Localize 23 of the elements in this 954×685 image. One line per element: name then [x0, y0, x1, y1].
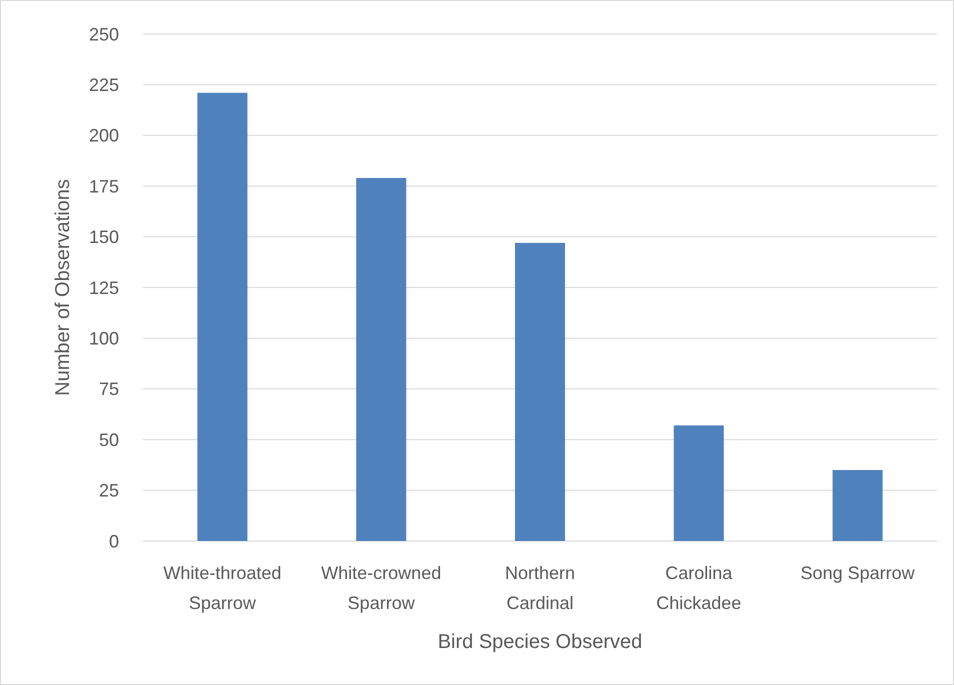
y-tick-label: 150	[88, 227, 119, 248]
x-tick-label: Carolina Chickadee	[656, 563, 742, 613]
y-tick-label: 100	[88, 328, 119, 348]
y-tick-label: 250	[88, 24, 119, 44]
y-tick-label: 25	[98, 480, 119, 501]
y-tick-label: 125	[88, 278, 119, 298]
y-tick-label: 175	[88, 176, 119, 196]
bar	[832, 470, 883, 541]
y-tick-label: 200	[88, 126, 119, 146]
bar	[514, 242, 566, 541]
bar	[674, 425, 724, 541]
x-tick-label: Song Sparrow	[800, 563, 916, 583]
bar	[197, 92, 248, 541]
x-tick-label: Northern Cardinal	[504, 563, 576, 613]
y-axis-title: Number of Observations	[52, 179, 74, 396]
x-tick-label: White-throated Sparrow	[163, 563, 282, 613]
y-tick-label: 0	[108, 531, 119, 552]
y-tick-label: 75	[98, 379, 119, 400]
y-tick-label: 225	[88, 75, 119, 95]
x-tick-label: White-crowned Sparrow	[321, 563, 442, 613]
x-axis-title: Bird Species Observed	[438, 631, 642, 653]
bar	[356, 178, 406, 541]
y-tick-label: 50	[98, 430, 119, 450]
